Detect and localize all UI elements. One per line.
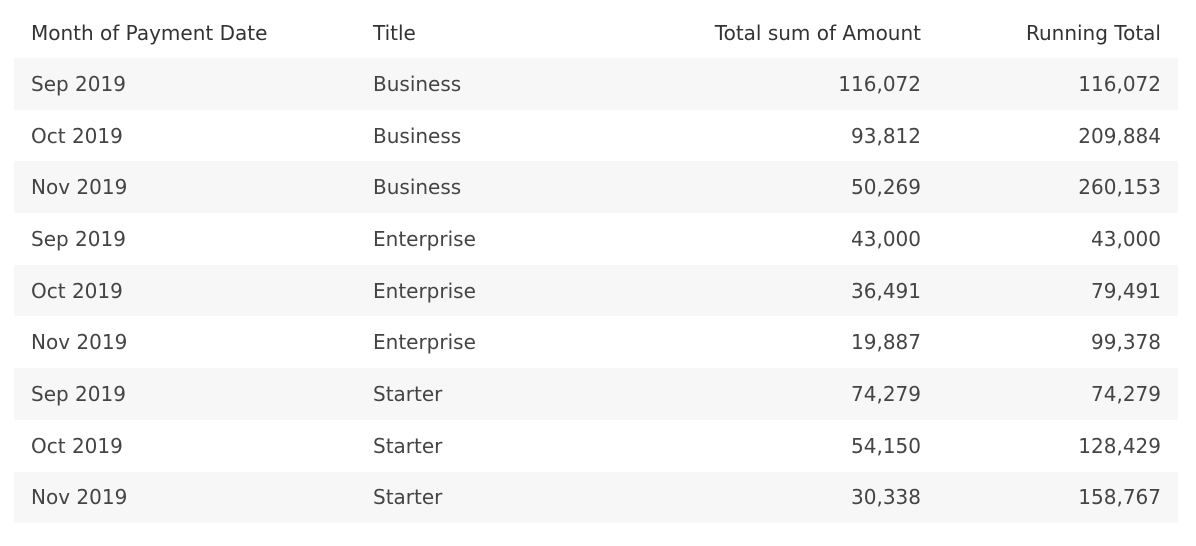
cell-total-amount: 43,000 bbox=[611, 213, 921, 265]
cell-title: Enterprise bbox=[373, 213, 611, 265]
cell-month: Oct 2019 bbox=[14, 264, 373, 317]
table-row: Sep 2019 Enterprise 43,000 43,000 bbox=[14, 213, 1178, 265]
cell-running-total: 116,072 bbox=[921, 58, 1178, 110]
cell-running-total: 99,378 bbox=[921, 316, 1178, 369]
data-table-container: Month of Payment Date Title Total sum of… bbox=[14, 7, 1178, 524]
cell-title: Enterprise bbox=[373, 316, 611, 369]
cell-title: Business bbox=[373, 161, 611, 214]
column-header-running-total[interactable]: Running Total bbox=[1025, 20, 1161, 45]
cell-month: Oct 2019 bbox=[14, 419, 373, 472]
table-row: Oct 2019 Enterprise 36,491 79,491 bbox=[14, 264, 1178, 317]
cell-month: Nov 2019 bbox=[14, 316, 373, 369]
cell-running-total: 43,000 bbox=[921, 213, 1178, 265]
cell-total-amount: 74,279 bbox=[611, 368, 921, 420]
cell-running-total: 158,767 bbox=[921, 471, 1178, 524]
cell-title: Enterprise bbox=[373, 264, 611, 317]
cell-month: Nov 2019 bbox=[14, 161, 373, 214]
cell-total-amount: 36,491 bbox=[611, 264, 921, 317]
table-header-row: Month of Payment Date Title Total sum of… bbox=[14, 7, 1178, 58]
cell-running-total: 74,279 bbox=[921, 368, 1178, 420]
cell-total-amount: 19,887 bbox=[611, 316, 921, 369]
table-row: Sep 2019 Business 116,072 116,072 bbox=[14, 58, 1178, 110]
cell-total-amount: 93,812 bbox=[611, 109, 921, 162]
cell-running-total: 79,491 bbox=[921, 264, 1178, 317]
cell-total-amount: 50,269 bbox=[611, 161, 921, 214]
payments-table: Month of Payment Date Title Total sum of… bbox=[14, 7, 1178, 524]
table-row: Oct 2019 Starter 54,150 128,429 bbox=[14, 419, 1178, 472]
cell-title: Business bbox=[373, 58, 611, 110]
cell-total-amount: 30,338 bbox=[611, 471, 921, 524]
cell-title: Starter bbox=[373, 419, 611, 472]
cell-title: Business bbox=[373, 109, 611, 162]
cell-month: Nov 2019 bbox=[14, 471, 373, 524]
column-header-total-amount[interactable]: Total sum of Amount bbox=[714, 20, 921, 45]
table-row: Sep 2019 Starter 74,279 74,279 bbox=[14, 368, 1178, 420]
column-header-title[interactable]: Title bbox=[373, 20, 416, 45]
column-header-month[interactable]: Month of Payment Date bbox=[31, 20, 268, 45]
cell-month: Sep 2019 bbox=[14, 58, 373, 110]
cell-running-total: 128,429 bbox=[921, 419, 1178, 472]
cell-month: Oct 2019 bbox=[14, 109, 373, 162]
cell-title: Starter bbox=[373, 471, 611, 524]
table-row: Nov 2019 Business 50,269 260,153 bbox=[14, 161, 1178, 214]
table-row: Nov 2019 Enterprise 19,887 99,378 bbox=[14, 316, 1178, 369]
cell-total-amount: 54,150 bbox=[611, 419, 921, 472]
cell-title: Starter bbox=[373, 368, 611, 420]
cell-running-total: 209,884 bbox=[921, 109, 1178, 162]
cell-running-total: 260,153 bbox=[921, 161, 1178, 214]
table-row: Oct 2019 Business 93,812 209,884 bbox=[14, 109, 1178, 162]
cell-month: Sep 2019 bbox=[14, 368, 373, 420]
table-body: Sep 2019 Business 116,072 116,072 Oct 2019 Bu… bbox=[14, 58, 1178, 524]
cell-month: Sep 2019 bbox=[14, 213, 373, 265]
cell-total-amount: 116,072 bbox=[611, 58, 921, 110]
table-row: Nov 2019 Starter 30,338 158,767 bbox=[14, 471, 1178, 524]
